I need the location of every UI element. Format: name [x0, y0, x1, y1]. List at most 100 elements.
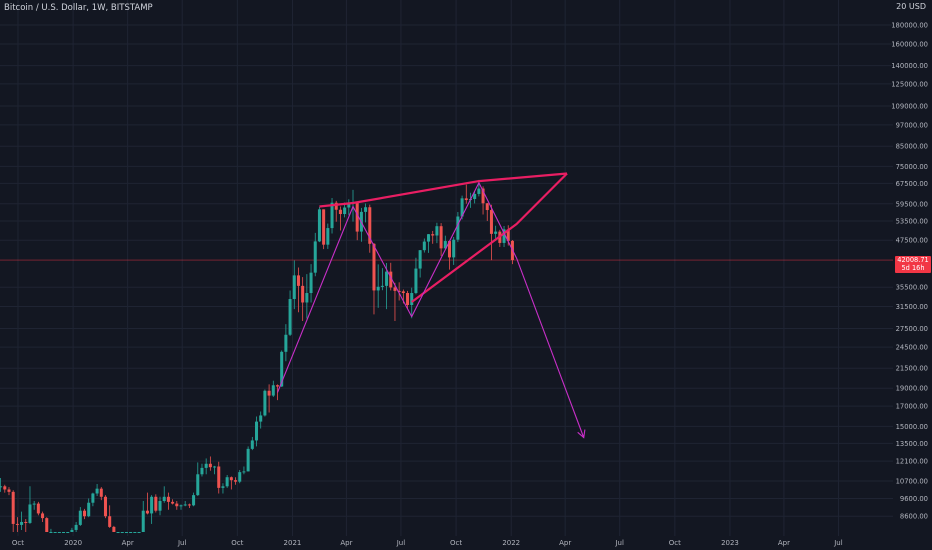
- candle: [385, 262, 389, 310]
- candle-body: [62, 532, 66, 533]
- candle: [376, 264, 380, 308]
- price-axis[interactable]: 8600.00 9600.00 10700.00 12100.00 13500.00 15…: [891, 22, 928, 521]
- candle: [322, 209, 326, 250]
- candle-body: [506, 229, 510, 241]
- candle: [116, 532, 120, 533]
- candle-body: [431, 234, 435, 236]
- candle-body: [0, 486, 3, 488]
- candle-body: [364, 207, 368, 212]
- candle-body: [32, 503, 36, 505]
- price-tick-label: 12100.00: [896, 458, 928, 466]
- candle-body: [116, 532, 120, 533]
- candle: [351, 189, 355, 222]
- candle-body: [439, 226, 443, 249]
- candle-body: [418, 250, 422, 269]
- candle: [225, 475, 229, 488]
- candle: [259, 411, 263, 429]
- candle: [162, 486, 166, 503]
- candle-body: [397, 290, 401, 292]
- candle: [372, 243, 376, 315]
- candle: [20, 511, 24, 530]
- candle: [154, 494, 158, 513]
- candle: [120, 532, 124, 533]
- candle-body: [347, 202, 351, 208]
- candle-body: [452, 239, 456, 258]
- candle: [255, 416, 259, 447]
- candle-body: [380, 285, 384, 287]
- candle: [133, 532, 137, 533]
- candle: [99, 487, 103, 501]
- candle-body: [187, 504, 191, 506]
- candle: [284, 324, 288, 362]
- candle: [397, 282, 401, 301]
- candle-body: [322, 209, 326, 245]
- price-tick-label: 35500.00: [896, 284, 928, 292]
- candle-body: [473, 193, 477, 199]
- price-tick-label: 15000.00: [896, 423, 928, 431]
- candle-body: [82, 510, 87, 517]
- candle-body: [305, 293, 309, 303]
- candle-body: [317, 209, 321, 242]
- candle: [238, 469, 242, 484]
- candle-body: [15, 523, 19, 525]
- candle: [187, 503, 191, 508]
- currency-label: 20 USD: [896, 2, 926, 11]
- candle-body: [401, 291, 405, 294]
- candle-body: [154, 496, 158, 511]
- price-tick-label: 85000.00: [896, 143, 928, 151]
- candle-body: [70, 529, 74, 532]
- candle: [82, 508, 87, 520]
- time-tick-label: Apr: [778, 539, 790, 547]
- time-tick-label: Jul: [396, 539, 406, 547]
- candle-body: [20, 521, 24, 525]
- candle: [137, 532, 141, 533]
- candle-body: [166, 496, 170, 502]
- candle: [53, 532, 57, 533]
- candle: [263, 389, 267, 417]
- candle-body: [372, 243, 376, 291]
- candle: [0, 477, 3, 492]
- candle-body: [263, 390, 267, 416]
- candle: [410, 287, 414, 319]
- candle: [406, 290, 410, 309]
- drawings-layer[interactable]: [276, 172, 586, 439]
- candle: [91, 492, 95, 507]
- candle: [443, 235, 447, 250]
- candle-body: [267, 390, 271, 396]
- candle-body: [221, 486, 225, 488]
- candle-body: [246, 448, 250, 472]
- chart-grid: [0, 0, 893, 536]
- candle-body: [271, 385, 275, 396]
- candle-body: [502, 229, 506, 243]
- candle-body: [103, 496, 107, 517]
- candle-body: [208, 463, 212, 468]
- candle: [422, 238, 426, 253]
- candle: [196, 462, 200, 496]
- candle-body: [410, 293, 414, 306]
- price-tick-label: 125000.00: [891, 80, 928, 88]
- candle: [301, 277, 305, 322]
- candle: [3, 484, 7, 493]
- candle: [179, 504, 183, 510]
- candle-body: [213, 466, 217, 468]
- candle: [57, 532, 61, 533]
- candle: [41, 511, 45, 522]
- time-tick-label: Jul: [833, 539, 843, 547]
- candle: [502, 226, 506, 247]
- time-axis[interactable]: Oct 2020 Apr Jul Oct 2021 Apr Jul Oct 2022 Apr Jul O…: [12, 539, 843, 547]
- candle: [70, 527, 74, 532]
- candle: [213, 465, 217, 475]
- candle-body: [280, 351, 284, 387]
- candle: [45, 517, 49, 532]
- candle: [326, 223, 330, 249]
- candle: [112, 525, 116, 532]
- candle-body: [334, 202, 338, 210]
- currency-partial-tick: 20: [896, 2, 907, 11]
- candle-body: [326, 228, 330, 245]
- price-tick-label: 109000.00: [891, 103, 928, 111]
- candle-body: [275, 385, 279, 387]
- candle-body: [7, 489, 11, 492]
- time-tick-label: Apr: [559, 539, 571, 547]
- candle-body: [183, 504, 187, 506]
